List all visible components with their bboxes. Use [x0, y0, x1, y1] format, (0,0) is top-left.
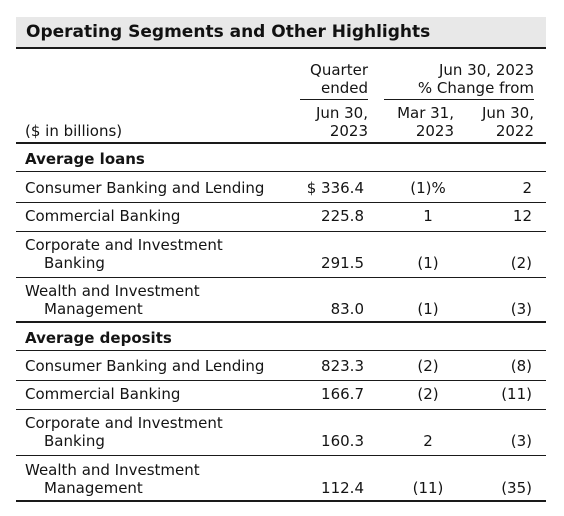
col3-header-line1: Jun 30, [460, 104, 534, 122]
header-divider [16, 142, 546, 144]
row-value: 291.5 [270, 254, 364, 272]
row-label: Wealth and Investment [25, 282, 200, 300]
row-change-prior-quarter: 1 [400, 207, 456, 225]
row-change-prior-year: (35) [470, 479, 532, 497]
row-change-prior-quarter: (2) [400, 385, 456, 403]
row-change-prior-quarter: 2 [400, 432, 456, 450]
row-change-prior-year: (3) [470, 300, 532, 318]
row-value: 83.0 [270, 300, 364, 318]
row-change-prior-year: (2) [470, 254, 532, 272]
quarter-ended-rule [300, 99, 368, 100]
row-divider [16, 380, 546, 381]
row-divider [16, 202, 546, 203]
col2-header-line2: 2023 [380, 122, 454, 140]
row-label: Consumer Banking and Lending [25, 357, 264, 375]
row-divider [16, 277, 546, 278]
page-title: Operating Segments and Other Highlights [26, 22, 430, 42]
row-label: Consumer Banking and Lending [25, 179, 264, 197]
row-change-prior-year: 12 [470, 207, 532, 225]
row-change-prior-quarter: (1) [400, 254, 456, 272]
col3-header-line2: 2022 [460, 122, 534, 140]
row-change-prior-year: (3) [470, 432, 532, 450]
row-value: 225.8 [270, 207, 364, 225]
quarter-ended-header-line1: Quarter [270, 61, 368, 79]
row-value: 166.7 [270, 385, 364, 403]
row-label: Commercial Banking [25, 207, 180, 225]
section-heading-loans: Average loans [25, 150, 145, 168]
row-value: $ 336.4 [270, 179, 364, 197]
table-bottom-rule [16, 500, 546, 502]
section-end-divider [16, 321, 546, 323]
quarter-ended-header-line2: ended [270, 79, 368, 97]
row-label-continued: Banking [44, 432, 105, 450]
row-value: 823.3 [270, 357, 364, 375]
change-rule [384, 99, 534, 100]
row-divider [16, 409, 546, 410]
row-change-prior-year: (11) [470, 385, 532, 403]
row-change-prior-year: 2 [470, 179, 532, 197]
row-divider [16, 231, 546, 232]
units-label: ($ in billions) [25, 122, 122, 140]
row-change-prior-year: (8) [470, 357, 532, 375]
change-header-line2: % Change from [390, 79, 534, 97]
row-label: Corporate and Investment [25, 414, 223, 432]
col1-header-line2: 2023 [270, 122, 368, 140]
row-label-continued: Banking [44, 254, 105, 272]
section-heading-deposits: Average deposits [25, 329, 172, 347]
row-value: 160.3 [270, 432, 364, 450]
section-divider [16, 350, 546, 351]
row-label: Corporate and Investment [25, 236, 223, 254]
row-divider [16, 455, 546, 456]
row-change-prior-quarter: (2) [400, 357, 456, 375]
section-divider [16, 171, 546, 172]
row-change-prior-quarter: (1)% [400, 179, 456, 197]
title-bar: Operating Segments and Other Highlights [16, 17, 546, 49]
col2-header-line1: Mar 31, [380, 104, 454, 122]
row-label: Commercial Banking [25, 385, 180, 403]
row-change-prior-quarter: (11) [400, 479, 456, 497]
row-label-continued: Management [44, 300, 143, 318]
col1-header-line1: Jun 30, [270, 104, 368, 122]
row-value: 112.4 [270, 479, 364, 497]
row-label: Wealth and Investment [25, 461, 200, 479]
row-label-continued: Management [44, 479, 143, 497]
change-header-line1: Jun 30, 2023 [390, 61, 534, 79]
row-change-prior-quarter: (1) [400, 300, 456, 318]
